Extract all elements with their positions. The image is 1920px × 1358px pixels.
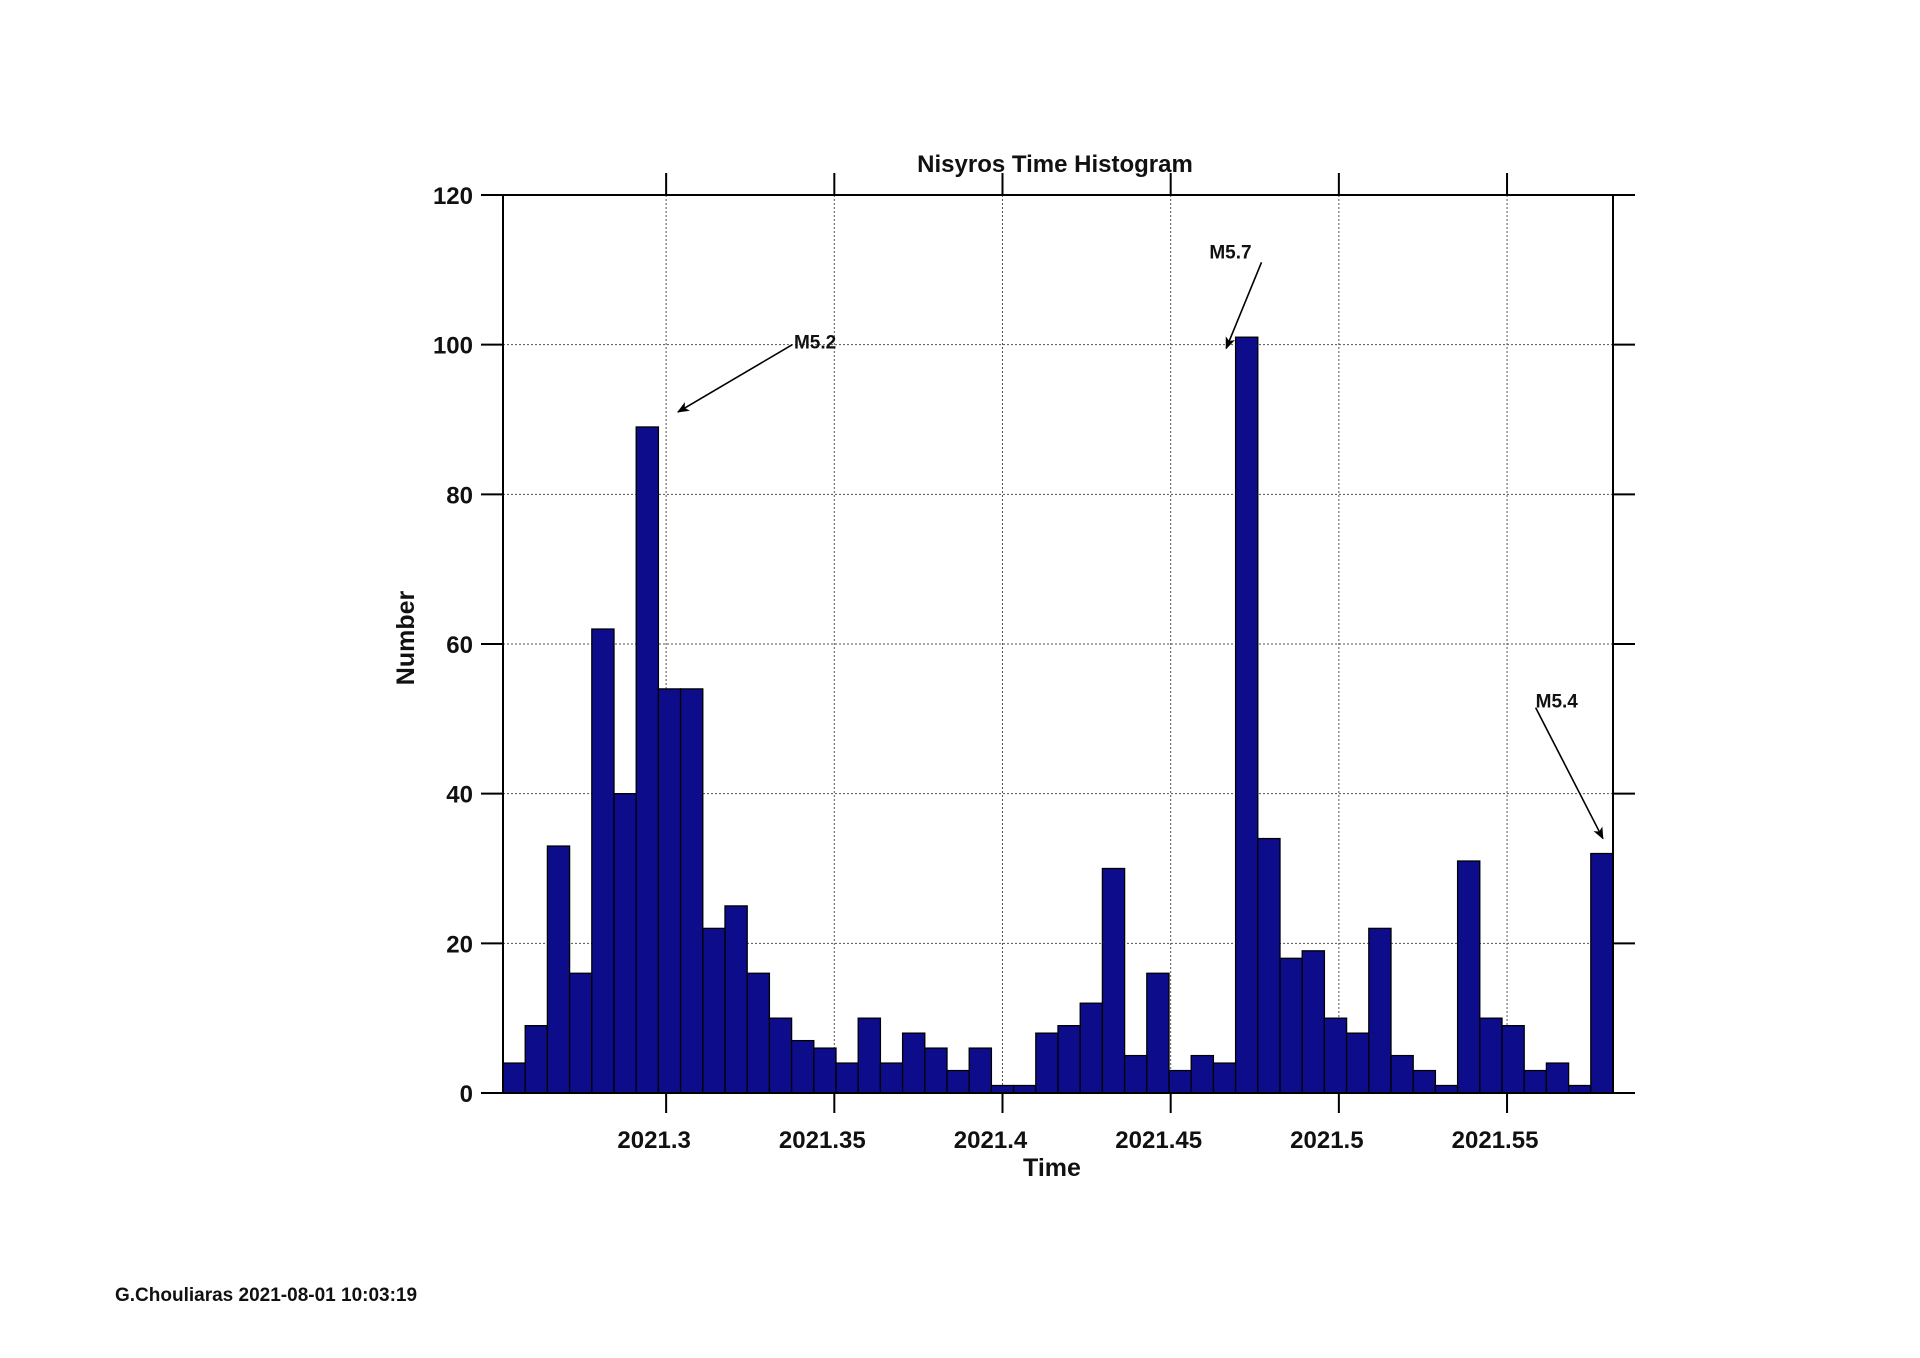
x-tick-label-4: 2021.5 xyxy=(1290,1127,1363,1154)
histogram-bar-45 xyxy=(1501,1025,1525,1094)
histogram-bar-15 xyxy=(835,1062,859,1094)
author-timestamp: G.Chouliaras 2021-08-01 10:03:19 xyxy=(115,1285,418,1306)
histogram-bar-41 xyxy=(1412,1069,1437,1094)
y-tick-label-1: 20 xyxy=(446,931,473,958)
x-tick-label-1: 2021.35 xyxy=(779,1127,866,1154)
histogram-bar-38 xyxy=(1345,1032,1370,1094)
histogram-bar-47 xyxy=(1545,1062,1570,1094)
histogram-bar-32 xyxy=(1212,1062,1237,1094)
histogram-bar-36 xyxy=(1301,950,1326,1094)
x-tick-label-0: 2021.3 xyxy=(617,1127,690,1154)
tick-marks xyxy=(481,173,1635,1113)
annotations: M5.2 M5.7 M5.4 xyxy=(677,243,1604,840)
histogram-bar-24 xyxy=(1035,1032,1059,1094)
histogram-bar-7 xyxy=(657,688,682,1094)
annotation-arrow-0 xyxy=(677,343,793,413)
histogram-bar-0 xyxy=(502,1062,526,1094)
y-axis-label: Number xyxy=(392,591,420,686)
histogram-bar-11 xyxy=(746,972,771,1094)
histogram-bar-34 xyxy=(1257,837,1281,1094)
histogram-bar-18 xyxy=(901,1032,926,1094)
y-tick-label-2: 40 xyxy=(446,782,473,809)
x-tick-label-2: 2021.4 xyxy=(954,1127,1028,1154)
histogram-bars xyxy=(502,336,1614,1094)
histogram-bar-17 xyxy=(879,1062,904,1094)
histogram-bar-21 xyxy=(968,1047,993,1094)
histogram-bar-44 xyxy=(1479,1017,1503,1094)
histogram-bar-37 xyxy=(1323,1017,1348,1094)
histogram-bar-43 xyxy=(1456,860,1481,1094)
histogram-bar-29 xyxy=(1146,972,1170,1094)
histogram-bar-20 xyxy=(946,1069,970,1094)
y-tick-label-6: 120 xyxy=(433,183,473,210)
histogram-bar-42 xyxy=(1434,1084,1459,1094)
y-tick-label-0: 0 xyxy=(460,1081,473,1108)
chart-title: Nisyros Time Histogram xyxy=(917,151,1193,178)
histogram-bar-12 xyxy=(768,1017,793,1094)
histogram-bar-1 xyxy=(524,1025,549,1094)
histogram-bar-4 xyxy=(591,628,615,1094)
histogram-bar-25 xyxy=(1057,1025,1081,1094)
histogram-bar-14 xyxy=(813,1047,837,1094)
histogram-bar-49 xyxy=(1590,852,1614,1094)
histogram-bar-9 xyxy=(702,927,726,1094)
x-axis-label: Time xyxy=(1023,1154,1081,1182)
histogram-bar-22 xyxy=(990,1084,1015,1094)
annotation-label-2: M5.4 xyxy=(1536,692,1579,713)
histogram-bar-8 xyxy=(679,688,704,1094)
histogram-bar-33 xyxy=(1234,336,1259,1094)
histogram-bar-16 xyxy=(857,1017,882,1094)
x-tick-label-3: 2021.45 xyxy=(1115,1127,1202,1154)
histogram-bar-35 xyxy=(1279,957,1303,1094)
histogram-bar-28 xyxy=(1123,1054,1148,1094)
histogram-bar-48 xyxy=(1567,1084,1592,1094)
y-tick-label-5: 100 xyxy=(433,333,473,360)
histogram-bar-3 xyxy=(568,972,593,1094)
histogram-bar-23 xyxy=(1012,1084,1037,1094)
annotation-label-0: M5.2 xyxy=(794,332,836,353)
histogram-bar-26 xyxy=(1079,1002,1104,1094)
histogram-bar-13 xyxy=(790,1039,815,1094)
histogram-bar-6 xyxy=(635,426,660,1094)
annotation-arrow-2 xyxy=(1534,707,1604,840)
annotation-label-1: M5.7 xyxy=(1209,243,1251,264)
annotation-arrow-1 xyxy=(1225,262,1263,350)
histogram-bar-2 xyxy=(546,845,571,1094)
histogram-bar-5 xyxy=(613,793,637,1094)
histogram-bar-40 xyxy=(1390,1054,1414,1094)
histogram-bar-10 xyxy=(724,905,748,1094)
x-tick-label-5: 2021.55 xyxy=(1452,1127,1539,1154)
histogram-bar-46 xyxy=(1523,1069,1548,1094)
histogram-bar-31 xyxy=(1190,1054,1215,1094)
histogram-bar-39 xyxy=(1368,927,1392,1094)
histogram-bar-27 xyxy=(1101,867,1126,1094)
y-tick-label-3: 60 xyxy=(446,632,473,659)
y-tick-label-4: 80 xyxy=(446,482,473,509)
histogram-bar-19 xyxy=(924,1047,948,1094)
histogram-bar-30 xyxy=(1168,1069,1192,1094)
